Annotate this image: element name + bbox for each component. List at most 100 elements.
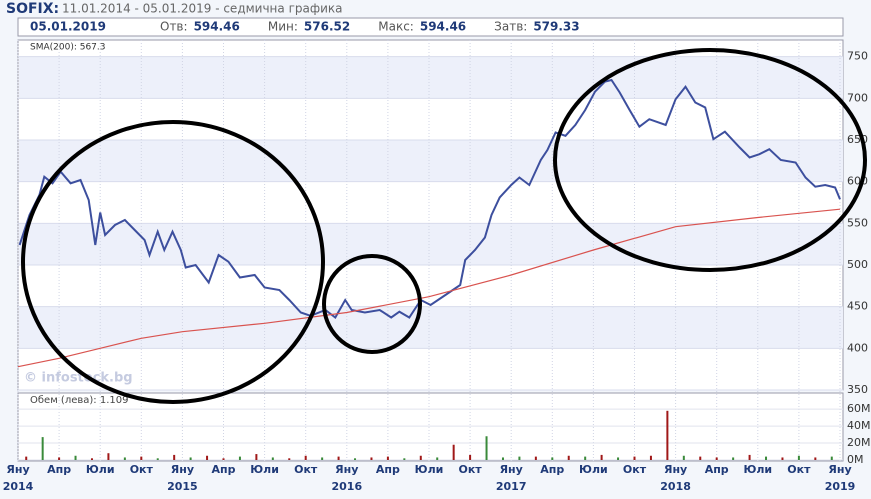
volume-bar [501, 457, 504, 460]
volume-bar [386, 456, 389, 460]
volume-bar [797, 455, 800, 460]
y-tick-label: 500 [847, 258, 868, 271]
year-label: 2018 [660, 480, 691, 493]
volume-bar [469, 454, 472, 460]
volume-bar [617, 457, 620, 460]
volume-bar [600, 454, 603, 460]
volume-bar [123, 457, 126, 460]
x-tick-label: Яну [6, 463, 29, 476]
volume-bar [633, 456, 636, 460]
volume-bar [551, 457, 554, 460]
y-tick-label: 400 [847, 341, 868, 354]
stat-label: Макс: [378, 20, 414, 34]
volume-bar [74, 455, 77, 460]
y-tick-label: 700 [847, 91, 868, 104]
volume-bar [222, 458, 225, 460]
x-tick-label: Юли [86, 463, 115, 476]
volume-bar [271, 457, 274, 460]
y-tick-label: 20M [847, 436, 871, 449]
x-tick-label: Апр [47, 463, 71, 476]
y-tick-label: 450 [847, 300, 868, 313]
x-tick-label: Апр [376, 463, 400, 476]
watermark: © infostock.bg [24, 371, 133, 386]
volume-bar [41, 437, 44, 460]
x-tick-label: Яну [500, 463, 523, 476]
annotation-circle [21, 120, 325, 404]
volume-bar [682, 455, 685, 460]
x-tick-label: Юли [579, 463, 608, 476]
volume-bar [830, 456, 833, 460]
grid-band [19, 140, 843, 182]
volume-bar [337, 456, 340, 460]
x-tick-label: Окт [458, 463, 482, 476]
stat-value: 579.33 [533, 20, 579, 34]
x-tick-label: Окт [623, 463, 647, 476]
x-tick-label: Апр [540, 463, 564, 476]
year-label: 2014 [3, 480, 34, 493]
stat-value: 576.52 [304, 20, 350, 34]
quote-date: 05.01.2019 [30, 20, 106, 34]
year-label: 2017 [496, 480, 527, 493]
stat-value: 594.46 [194, 20, 240, 34]
y-tick-label: 0M [847, 453, 864, 466]
x-tick-label: Яну [171, 463, 194, 476]
stat-label: Отв: [160, 20, 188, 34]
year-label: 2016 [331, 480, 362, 493]
volume-bar [485, 436, 488, 460]
volume-bar [814, 457, 817, 460]
volume-bar [452, 444, 455, 460]
volume-bar [173, 454, 176, 460]
y-tick-label: 550 [847, 216, 868, 229]
x-tick-label: Яну [335, 463, 358, 476]
x-tick-label: Окт [130, 463, 154, 476]
volume-bar [206, 455, 209, 460]
volume-bar [732, 457, 735, 460]
x-tick-label: Окт [787, 463, 811, 476]
volume-bar [699, 456, 702, 460]
volume-bar [370, 457, 373, 460]
volume-bar [288, 458, 291, 460]
volume-bar [748, 454, 751, 460]
volume-bar [255, 454, 258, 460]
volume-bar [25, 456, 28, 460]
quote-bar [17, 17, 844, 37]
volume-bar [666, 410, 669, 460]
x-tick-label: Юли [415, 463, 444, 476]
volume-bar [534, 456, 537, 460]
subtitle: 11.01.2014 - 05.01.2019 - седмична графи… [62, 2, 343, 16]
y-tick-label: 750 [847, 50, 868, 63]
grid-band [19, 56, 843, 99]
stat-label: Мин: [268, 20, 298, 34]
quote-stats: Отв: 594.46 Мин: 576.52 Макс: 594.46 Затв: 579.… [160, 20, 580, 34]
volume-bar [403, 458, 406, 460]
volume-area [17, 392, 844, 462]
volume-bar [649, 455, 652, 460]
grid-band [19, 223, 843, 265]
annotation-circle [322, 254, 422, 354]
volume-bar [304, 455, 307, 460]
x-tick-label: Окт [294, 463, 318, 476]
volume-bar [354, 458, 357, 460]
symbol: SOFIX: [6, 1, 59, 17]
volume-bar [765, 456, 768, 460]
y-tick-label: 350 [847, 383, 868, 396]
legend-entry: SMA(200): 567.3 [30, 43, 106, 53]
year-label: 2019 [825, 480, 856, 493]
x-tick-label: Юли [743, 463, 772, 476]
volume-bar [781, 457, 784, 460]
year-label: 2015 [167, 480, 198, 493]
volume-label: Обем (лева): 1.109 [30, 395, 128, 406]
y-tick-label: 40M [847, 419, 871, 432]
x-tick-label: Апр [212, 463, 236, 476]
x-tick-label: Яну [828, 463, 851, 476]
volume-bar [140, 456, 143, 460]
x-tick-label: Юли [250, 463, 279, 476]
stat-value: 594.46 [420, 20, 466, 34]
grid-band [19, 306, 843, 349]
volume-bar [715, 457, 718, 460]
series-line [17, 208, 841, 368]
volume-bar [584, 456, 587, 460]
